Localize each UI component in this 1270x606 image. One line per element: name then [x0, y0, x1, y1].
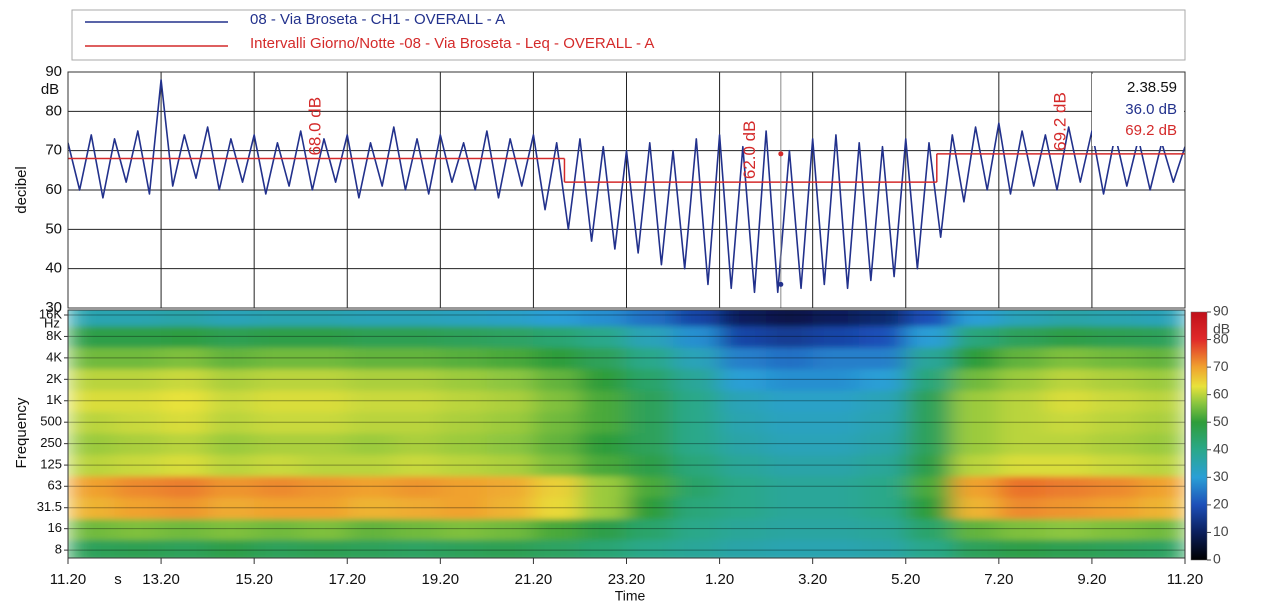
colorbar-tick-label: 90 — [1213, 303, 1229, 319]
y-tick-label: 500 — [40, 414, 62, 429]
x-tick-label: 13.20 — [142, 571, 180, 588]
y-tick-label: 60 — [45, 181, 62, 198]
colorbar-tick-label: 70 — [1213, 358, 1229, 374]
y-tick-label: 16 — [48, 520, 62, 535]
colorbar — [1191, 312, 1207, 560]
y-tick-label: 40 — [45, 260, 62, 277]
cursor-value: 36.0 dB — [1125, 101, 1177, 118]
y-unit: dB — [41, 81, 59, 98]
y-tick-label: 8 — [55, 542, 62, 557]
legend-label: Intervalli Giorno/Notte -08 - Via Broset… — [250, 35, 654, 52]
colorbar-tick-label: 80 — [1213, 330, 1229, 346]
y-tick-label: 80 — [45, 102, 62, 119]
x-tick-label: 3.20 — [798, 571, 827, 588]
cursor-point — [778, 282, 783, 287]
x-tick-label: 23.20 — [608, 571, 646, 588]
x-tick-label: 15.20 — [235, 571, 273, 588]
y-tick-label: 250 — [40, 435, 62, 450]
x-unit: s — [114, 571, 122, 588]
colorbar-tick-label: 50 — [1213, 413, 1229, 429]
colorbar-tick-label: 30 — [1213, 468, 1229, 484]
y-axis-title: Frequency — [13, 397, 30, 468]
y-tick-label: 16K — [39, 306, 62, 321]
x-tick-label: 21.20 — [515, 571, 553, 588]
x-tick-label: 11.20 — [50, 571, 86, 588]
colorbar-tick-label: 10 — [1213, 523, 1229, 539]
y-tick-label: 50 — [45, 220, 62, 237]
y-tick-label: 31.5 — [37, 499, 62, 514]
x-tick-label: 1.20 — [705, 571, 734, 588]
y-tick-label: 2K — [46, 371, 62, 386]
legend-label: 08 - Via Broseta - CH1 - OVERALL - A — [250, 11, 505, 28]
heatmap-cells — [68, 304, 1186, 561]
y-tick-label: 1K — [46, 392, 62, 407]
colorbar-tick-label: 20 — [1213, 496, 1229, 512]
x-tick-label: 9.20 — [1077, 571, 1106, 588]
y-tick-label: 4K — [46, 349, 62, 364]
cursor-time: 2.38.59 — [1127, 79, 1177, 96]
y-tick-label: 70 — [45, 142, 62, 159]
value-label: 62.0 dB — [740, 121, 759, 180]
x-tick-label: 7.20 — [984, 571, 1013, 588]
value-label: 69.2 dB — [1050, 92, 1069, 151]
x-tick-label: 19.20 — [422, 571, 460, 588]
colorbar-tick-label: 40 — [1213, 440, 1229, 456]
y-tick-label: 63 — [48, 478, 62, 493]
colorbar-tick-label: 60 — [1213, 385, 1229, 401]
cursor-value: 69.2 dB — [1125, 122, 1177, 139]
x-tick-label: 5.20 — [891, 571, 920, 588]
y-tick-label: 90 — [45, 63, 62, 80]
chart: decibel dB Frequency Hz Time s dB 08 - V… — [0, 0, 1270, 606]
heatmap-area — [68, 304, 1186, 561]
y-axis-title: decibel — [13, 166, 30, 214]
x-axis-title: Time — [615, 588, 646, 604]
cursor-point — [778, 151, 783, 156]
x-tick-label: 11.20 — [1167, 571, 1203, 588]
y-tick-label: 125 — [40, 457, 62, 472]
x-tick-label: 17.20 — [328, 571, 366, 588]
value-label: 68.0 dB — [306, 97, 325, 156]
y-tick-label: 8K — [46, 328, 62, 343]
colorbar-tick-label: 0 — [1213, 551, 1221, 567]
